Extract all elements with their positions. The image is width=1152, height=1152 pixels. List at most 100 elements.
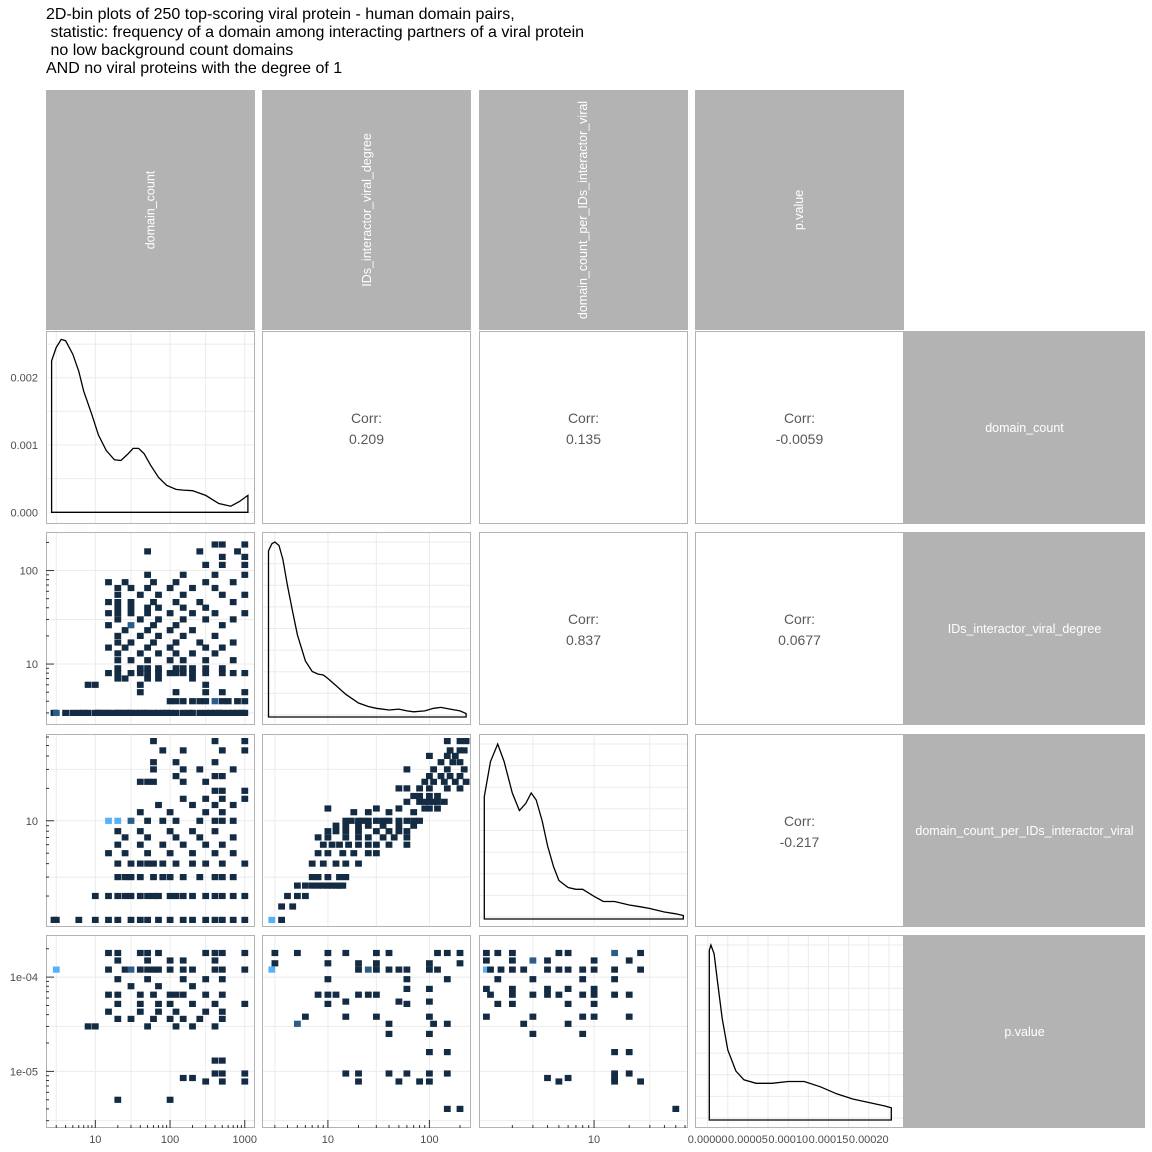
bin-cell: [121, 644, 129, 651]
bin-cell: [114, 860, 122, 867]
strip-top-domain-count: domain_count: [46, 90, 255, 330]
bin-cell: [144, 627, 151, 634]
bin-cell: [241, 787, 249, 794]
bin-cell: [324, 834, 332, 841]
bin-cell: [529, 1030, 537, 1037]
bin-cell: [218, 1015, 226, 1022]
bin-cell: [179, 778, 187, 785]
bin-cell: [426, 1030, 433, 1037]
bin-cell: [529, 957, 537, 964]
bin-cell: [52, 966, 60, 973]
bin-cell: [166, 610, 174, 617]
bin-cell: [202, 681, 210, 688]
bin-cell: [302, 1013, 309, 1020]
bin-cell: [127, 916, 135, 923]
bin-cell: [166, 670, 174, 677]
bin-cell: [241, 966, 249, 973]
bin-cell: [319, 841, 327, 848]
bin-cell: [211, 874, 219, 881]
bin-cell: [114, 639, 122, 646]
bin-cell: [166, 644, 174, 651]
bin-cell: [105, 949, 112, 957]
corr-label: Corr:: [350, 410, 383, 426]
bin-cell: [395, 998, 403, 1005]
bin-cell: [114, 599, 122, 606]
bin-cell: [114, 874, 122, 881]
bin-cell: [144, 604, 151, 611]
bin-cell: [509, 966, 516, 973]
bin-cell: [179, 966, 187, 973]
bin-cell: [114, 991, 122, 998]
x-tick-label: 10: [89, 1134, 101, 1146]
bin-cell: [345, 841, 352, 848]
bin-cell: [155, 949, 162, 957]
bin-cell: [155, 665, 162, 672]
bin-cell: [446, 747, 454, 754]
bin-cell: [155, 892, 162, 900]
bin-cell: [136, 778, 144, 785]
bin-cell: [328, 841, 336, 848]
bin-cell: [564, 1000, 572, 1007]
bin-cell: [159, 817, 167, 824]
bin-cell: [218, 591, 226, 598]
bin-cell: [155, 916, 162, 923]
bin-cell: [579, 991, 587, 998]
bin-cell: [590, 966, 598, 973]
bin-cell: [224, 698, 232, 705]
bin-cell: [144, 571, 151, 578]
bin-cell: [144, 548, 151, 555]
bin-cell: [555, 991, 563, 998]
bin-cell: [211, 709, 219, 716]
bin-cell: [364, 834, 372, 841]
bin-cell: [218, 622, 226, 629]
bin-cell: [127, 622, 135, 629]
bin-cell: [426, 752, 433, 759]
bin-cell: [355, 834, 362, 841]
bin-cell: [211, 957, 219, 964]
bin-cell: [218, 1008, 226, 1015]
bin-cell: [172, 817, 180, 824]
bin-cell: [114, 616, 122, 623]
x-tick-label: 0.00015: [809, 1134, 849, 1146]
bin-cell: [196, 599, 204, 606]
bin-cell: [121, 892, 129, 900]
bin-cell: [218, 817, 226, 824]
bin-cell: [373, 1013, 380, 1020]
corr-panel-dc-pval: Corr: -0.0059: [695, 331, 904, 524]
bin-cell: [189, 828, 196, 835]
bin-cell: [379, 834, 387, 841]
bin-cell: [218, 787, 226, 794]
bin-cell: [166, 584, 174, 592]
bin-cell: [127, 657, 135, 664]
corr-value: -0.217: [779, 834, 820, 850]
bin-cell: [332, 828, 340, 835]
bin-cell: [218, 809, 226, 816]
corr-label: Corr:: [783, 410, 816, 426]
bin-cell: [410, 809, 418, 816]
bin-cell: [443, 1020, 451, 1027]
bin-cell: [155, 1000, 162, 1007]
corr-panel-deg-dcper: Corr: 0.837: [479, 532, 688, 725]
bin-cell: [434, 966, 441, 973]
bin-cell: [144, 817, 151, 824]
bin-cell: [509, 949, 516, 957]
bin2d-panel: [46, 935, 255, 1128]
bin-cell: [189, 627, 196, 634]
bin-cell: [342, 874, 350, 881]
bin-cell: [202, 1078, 210, 1085]
bin-cell: [385, 949, 393, 957]
bin-cell: [229, 639, 237, 646]
bin-cell: [241, 591, 249, 598]
bin-cell: [355, 1078, 362, 1085]
bin-cell: [324, 960, 332, 967]
bin-cell: [456, 785, 464, 792]
bin-cell: [211, 916, 219, 923]
bin-cell: [456, 738, 464, 745]
bin-cell: [172, 639, 180, 646]
bin-cell: [218, 553, 226, 560]
bin-cell: [218, 541, 226, 548]
bin-cell: [114, 675, 122, 682]
bin-cell: [355, 966, 362, 973]
strip-label: IDs_interactor_viral_degree: [947, 621, 1102, 636]
bin-cell: [150, 778, 157, 785]
